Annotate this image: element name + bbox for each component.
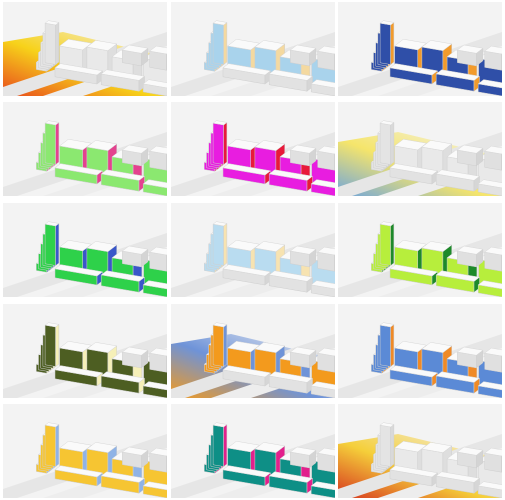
urban-block-render: [171, 2, 335, 96]
urban-block-render: [338, 102, 502, 196]
render-panel-3: [338, 2, 502, 96]
render-panel-9: [338, 203, 502, 297]
urban-block-render: [338, 2, 502, 96]
render-panel-14: [171, 404, 335, 498]
urban-block-render: [171, 404, 335, 498]
urban-block-render: [171, 102, 335, 196]
urban-block-render: [3, 2, 167, 96]
urban-block-render: [3, 304, 167, 398]
render-panel-6: [338, 102, 502, 196]
render-panel-1: [3, 2, 167, 96]
render-panel-2: [171, 2, 335, 96]
render-panel-8: [171, 203, 335, 297]
urban-block-render: [338, 304, 502, 398]
urban-block-render: [338, 404, 502, 498]
urban-block-render: [171, 203, 335, 297]
render-panel-12: [338, 304, 502, 398]
urban-block-render: [3, 404, 167, 498]
render-grid: [3, 2, 502, 498]
render-panel-15: [338, 404, 502, 498]
render-panel-4: [3, 102, 167, 196]
urban-block-render: [171, 304, 335, 398]
urban-block-render: [3, 102, 167, 196]
render-panel-13: [3, 404, 167, 498]
urban-block-render: [3, 203, 167, 297]
render-panel-5: [171, 102, 335, 196]
render-panel-11: [171, 304, 335, 398]
render-panel-7: [3, 203, 167, 297]
render-panel-10: [3, 304, 167, 398]
urban-block-render: [338, 203, 502, 297]
